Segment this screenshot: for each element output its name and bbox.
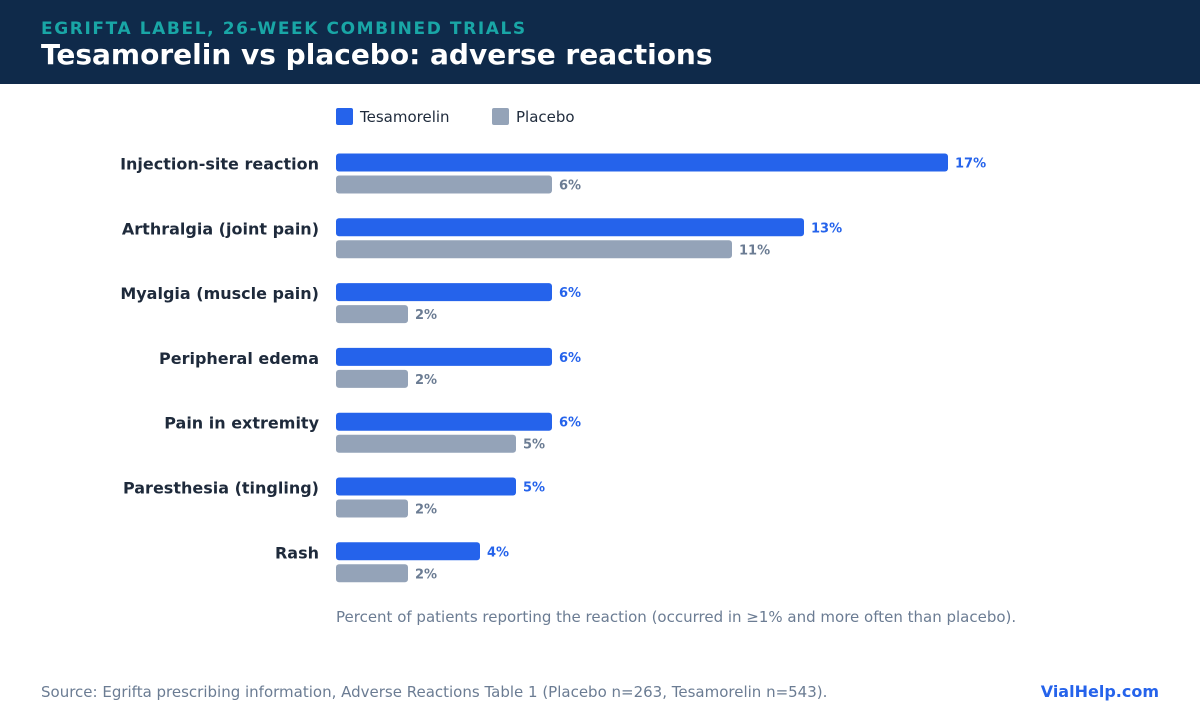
bar-placebo-peripheral-edema — [336, 369, 408, 388]
value-label-placebo-pain-in-extremity: 5% — [523, 438, 545, 453]
bar-tesamorelin-paresthesia-tingling — [336, 477, 516, 496]
category-label-peripheral-edema: Peripheral edema — [159, 349, 319, 368]
header-kicker: EGRIFTA LABEL, 26-WEEK COMBINED TRIALS — [41, 19, 527, 39]
bar-tesamorelin-peripheral-edema — [336, 347, 552, 366]
value-label-placebo-paresthesia-tingling: 2% — [415, 503, 437, 518]
category-label-myalgia-muscle-pain: Myalgia (muscle pain) — [120, 284, 319, 303]
header-banner: EGRIFTA LABEL, 26-WEEK COMBINED TRIALS T… — [0, 0, 1200, 84]
legend-label-tesamorelin: Tesamorelin — [359, 108, 450, 126]
bar-placebo-arthralgia-joint-pain — [336, 240, 732, 259]
legend-label-placebo: Placebo — [516, 108, 575, 126]
bar-tesamorelin-pain-in-extremity — [336, 412, 552, 431]
value-label-placebo-rash: 2% — [415, 567, 437, 582]
page-title: Tesamorelin vs placebo: adverse reaction… — [41, 38, 713, 71]
legend-swatch-tesamorelin — [336, 108, 353, 125]
bar-placebo-myalgia-muscle-pain — [336, 305, 408, 324]
category-label-arthralgia-joint-pain: Arthralgia (joint pain) — [122, 219, 319, 238]
bar-tesamorelin-injection-site-reaction — [336, 153, 948, 172]
brand-link[interactable]: VialHelp.com — [1040, 682, 1159, 701]
bar-tesamorelin-arthralgia-joint-pain — [336, 218, 804, 237]
value-label-tesamorelin-arthralgia-joint-pain: 13% — [811, 221, 842, 236]
category-label-pain-in-extremity: Pain in extremity — [164, 414, 319, 433]
value-label-placebo-myalgia-muscle-pain: 2% — [415, 308, 437, 323]
category-label-rash: Rash — [275, 543, 319, 562]
value-label-placebo-peripheral-edema: 2% — [415, 373, 437, 388]
value-label-tesamorelin-pain-in-extremity: 6% — [559, 416, 581, 431]
value-label-tesamorelin-myalgia-muscle-pain: 6% — [559, 286, 581, 301]
chart-note: Percent of patients reporting the reacti… — [336, 608, 1016, 626]
category-label-injection-site-reaction: Injection-site reaction — [120, 155, 319, 174]
value-label-tesamorelin-rash: 4% — [487, 545, 509, 560]
value-label-placebo-injection-site-reaction: 6% — [559, 179, 581, 194]
category-label-paresthesia-tingling: Paresthesia (tingling) — [123, 479, 319, 498]
bar-placebo-rash — [336, 564, 408, 583]
bar-tesamorelin-myalgia-muscle-pain — [336, 283, 552, 302]
source-note: Source: Egrifta prescribing information,… — [41, 683, 828, 701]
value-label-tesamorelin-injection-site-reaction: 17% — [955, 157, 986, 172]
legend-swatch-placebo — [492, 108, 509, 125]
value-label-tesamorelin-paresthesia-tingling: 5% — [523, 481, 545, 496]
bar-placebo-paresthesia-tingling — [336, 499, 408, 518]
bar-placebo-pain-in-extremity — [336, 434, 516, 453]
value-label-placebo-arthralgia-joint-pain: 11% — [739, 243, 770, 258]
bar-placebo-injection-site-reaction — [336, 175, 552, 194]
value-label-tesamorelin-peripheral-edema: 6% — [559, 351, 581, 366]
bar-tesamorelin-rash — [336, 542, 480, 561]
adverse-reactions-bar-chart: Tesamorelin Placebo Injection-site reactio… — [120, 108, 1016, 626]
